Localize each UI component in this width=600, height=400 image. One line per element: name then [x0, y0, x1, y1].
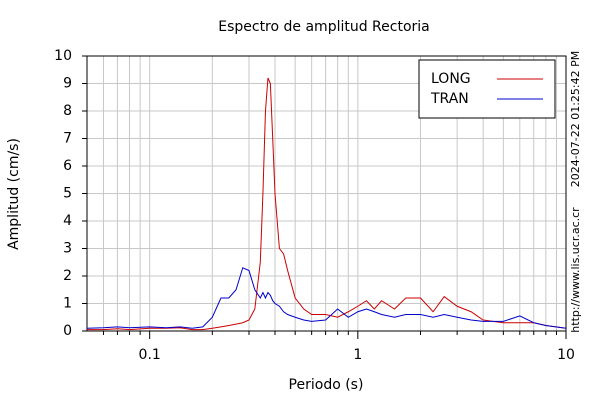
legend-label: LONG: [431, 71, 471, 87]
y-tick-label: 8: [63, 103, 72, 119]
legend-label: TRAN: [430, 91, 469, 107]
plot-frame: [86, 55, 567, 332]
y-tick-label: 1: [63, 296, 72, 312]
x-tick-label: 10: [557, 347, 575, 363]
y-axis-label: Amplitud (cm/s): [6, 138, 22, 250]
y-tick-label: 7: [63, 131, 72, 147]
legend-box: [418, 59, 556, 119]
timestamp: 2024-07-22 01:25:42 PM: [569, 51, 582, 187]
x-tick-label: 1: [353, 347, 362, 363]
y-tick-label: 6: [63, 158, 72, 174]
y-tick-label: 2: [63, 268, 72, 284]
chart-title: Espectro de amplitud Rectoria: [218, 19, 430, 35]
y-tick-label: 0: [63, 323, 72, 339]
y-tick-label: 9: [63, 76, 72, 92]
x-axis-label: Periodo (s): [289, 377, 364, 393]
y-tick-label: 5: [63, 186, 72, 202]
data-line: [86, 267, 567, 329]
y-tick-label: 4: [63, 213, 72, 229]
x-tick-label: 0.1: [139, 347, 161, 363]
y-tick-label: 10: [54, 48, 72, 64]
data-line: [87, 77, 567, 331]
source-url: http://www.lis.ucr.ac.cr: [569, 207, 582, 333]
y-tick-label: 3: [63, 241, 72, 257]
